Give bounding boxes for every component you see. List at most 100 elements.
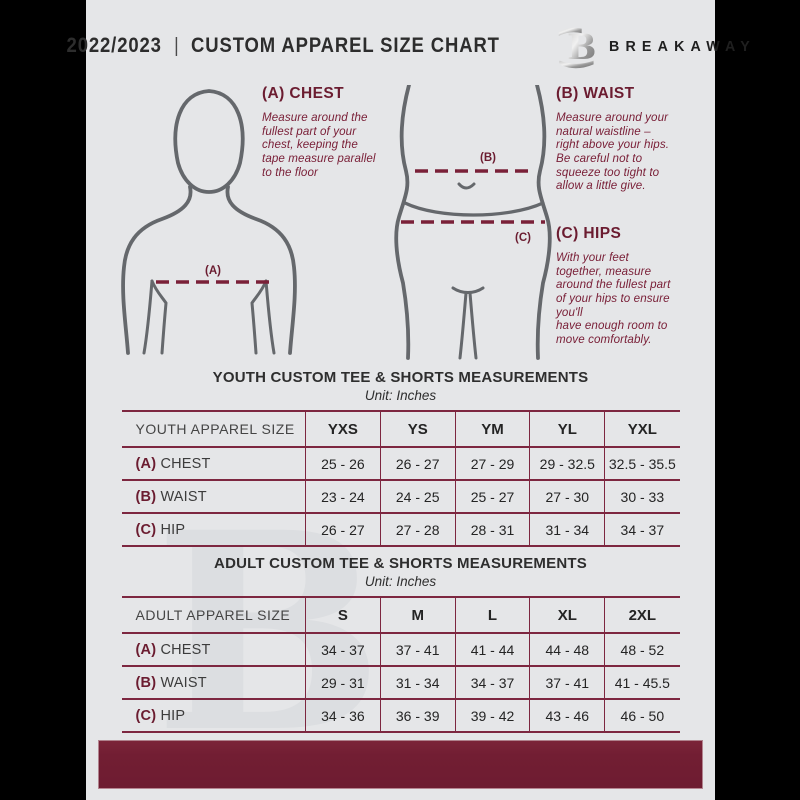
youth-table-unit: Unit: Inches xyxy=(364,388,437,403)
chest-guide-block: (A) CHEST Measure around the fullest par… xyxy=(262,85,412,179)
measurement-range-cell: 34 - 37 xyxy=(305,632,381,667)
pelvis-curve xyxy=(403,201,545,217)
table-row: (C) HIP 34 - 36 36 - 39 39 - 42 43 - 46 46 - … xyxy=(121,698,680,733)
upper-body-figure: (A) xyxy=(121,89,297,355)
size-column-header: YS xyxy=(379,410,456,448)
breakaway-logo-icon: B xyxy=(558,27,596,69)
row-marker: (C) xyxy=(135,707,157,724)
right-inner-leg xyxy=(468,291,478,360)
chest-marker: (A) xyxy=(205,265,221,277)
size-column-header: M xyxy=(379,596,456,634)
measurement-range-cell: 29 - 31 xyxy=(305,665,381,700)
right-hip-leg-outline xyxy=(535,85,552,360)
footer-bar xyxy=(98,740,703,789)
table-row: (A) CHEST 25 - 26 26 - 27 27 - 29 29 - 32.5 3… xyxy=(121,446,680,481)
size-label-column-header: YOUTH APPAREL SIZE xyxy=(121,410,306,448)
measurement-range-cell: 46 - 50 xyxy=(604,698,680,733)
page-header: 2022/2023 | CUSTOM APPAREL SIZE CHART xyxy=(67,22,750,70)
measurement-range-cell: 27 - 29 xyxy=(454,446,530,481)
right-armpit-curve xyxy=(250,279,268,355)
measurement-row-label: (A) CHEST xyxy=(121,446,306,481)
measurement-range-cell: 43 - 46 xyxy=(529,698,605,733)
measurement-range-cell: 44 - 48 xyxy=(529,632,605,667)
chest-instructions: Measure around the fullest part of your … xyxy=(262,111,376,179)
size-column-header: YM xyxy=(454,410,530,448)
adult-table-unit: Unit: Inches xyxy=(364,574,437,589)
size-tables: YOUTH CUSTOM TEE & SHORTS MEASUREMENTS U… xyxy=(86,369,715,733)
youth-table-block: YOUTH CUSTOM TEE & SHORTS MEASUREMENTS U… xyxy=(86,369,715,547)
measurement-range-cell: 25 - 27 xyxy=(454,479,530,514)
measurement-range-cell: 34 - 37 xyxy=(604,512,680,547)
left-inner-arm xyxy=(142,279,154,355)
hips-guide-block: (C) HIPS With your feet together, measur… xyxy=(556,225,708,347)
measurement-range-cell: 34 - 37 xyxy=(454,665,530,700)
hips-instructions: With your feet together, measure around … xyxy=(556,251,671,347)
measurement-range-cell: 31 - 34 xyxy=(379,665,456,700)
measurement-range-cell: 23 - 24 xyxy=(305,479,381,514)
measurement-range-cell: 25 - 26 xyxy=(305,446,381,481)
table-row: (B) WAIST 29 - 31 31 - 34 34 - 37 37 - 41 41 … xyxy=(121,665,680,700)
row-marker: (A) xyxy=(135,641,157,658)
measurement-range-cell: 39 - 42 xyxy=(454,698,530,733)
measurement-range-cell: 29 - 32.5 xyxy=(529,446,605,481)
youth-table-title: YOUTH CUSTOM TEE & SHORTS MEASUREMENTS xyxy=(212,369,589,386)
measurement-range-cell: 26 - 27 xyxy=(379,446,456,481)
measurement-range-cell: 26 - 27 xyxy=(305,512,381,547)
waist-instructions: Measure around your natural waistline – … xyxy=(556,111,670,193)
table-header-row: YOUTH APPAREL SIZE YXS YS YM YL YXL xyxy=(121,410,680,448)
row-marker: (B) xyxy=(135,674,157,691)
table-header-row: ADULT APPAREL SIZE S M L XL 2XL xyxy=(121,596,680,634)
measurement-guide: (A) (B) (C) (A) CHEST xyxy=(86,85,715,365)
size-column-header: S xyxy=(305,596,381,634)
measurement-range-cell: 27 - 30 xyxy=(529,479,605,514)
left-armpit-curve xyxy=(150,279,168,355)
measurement-range-cell: 37 - 41 xyxy=(529,665,605,700)
chest-heading: (A) CHEST xyxy=(262,85,344,102)
head-outline xyxy=(173,89,245,194)
page-title: CUSTOM APPAREL SIZE CHART xyxy=(191,34,501,57)
measurement-range-cell: 48 - 52 xyxy=(604,632,680,667)
right-shoulder-arm-outline xyxy=(225,185,297,355)
measurement-range-cell: 24 - 25 xyxy=(379,479,456,514)
table-row: (C) HIP 26 - 27 27 - 28 28 - 31 31 - 34 34 - … xyxy=(121,512,680,547)
size-column-header: YXS xyxy=(305,410,381,448)
size-column-header: YXL xyxy=(604,410,680,448)
crotch-curve xyxy=(451,286,485,294)
measurement-range-cell: 41 - 45.5 xyxy=(604,665,680,700)
row-marker: (A) xyxy=(135,455,157,472)
measurement-range-cell: 32.5 - 35.5 xyxy=(604,446,680,481)
brand-group: B BREAKAWAY xyxy=(556,22,764,70)
header-title-group: 2022/2023 | CUSTOM APPAREL SIZE CHART xyxy=(67,34,500,58)
logo-top-stroke xyxy=(558,27,582,36)
season-year: 2022/2023 xyxy=(67,34,163,57)
youth-size-table: YOUTH APPAREL SIZE YXS YS YM YL YXL (A) CHEST 2… xyxy=(121,410,680,547)
measurement-range-cell: 27 - 28 xyxy=(379,512,456,547)
adult-table-block: ADULT CUSTOM TEE & SHORTS MEASUREMENTS U… xyxy=(86,555,715,733)
measurement-range-cell: 34 - 36 xyxy=(305,698,381,733)
left-shoulder-arm-outline xyxy=(121,185,193,355)
size-column-header: L xyxy=(454,596,530,634)
adult-table-title: ADULT CUSTOM TEE & SHORTS MEASUREMENTS xyxy=(214,555,587,572)
hips-heading: (C) HIPS xyxy=(556,225,622,242)
waist-marker: (B) xyxy=(480,152,496,164)
waist-heading: (B) WAIST xyxy=(556,85,635,102)
right-inner-arm xyxy=(264,279,276,355)
measurement-range-cell: 36 - 39 xyxy=(379,698,456,733)
size-column-header: YL xyxy=(529,410,605,448)
measurement-row-label: (A) CHEST xyxy=(121,632,306,667)
measurement-range-cell: 28 - 31 xyxy=(454,512,530,547)
row-marker: (B) xyxy=(135,488,157,505)
measurement-range-cell: 31 - 34 xyxy=(529,512,605,547)
table-row: (A) CHEST 34 - 37 37 - 41 41 - 44 44 - 48 48 … xyxy=(121,632,680,667)
brand-name: BREAKAWAY xyxy=(608,37,756,55)
row-marker: (C) xyxy=(135,521,157,538)
left-hip-leg-outline xyxy=(394,85,411,360)
size-column-header: XL xyxy=(529,596,605,634)
header-divider: | xyxy=(174,34,180,57)
measurement-range-cell: 30 - 33 xyxy=(604,479,680,514)
lower-body-figure: (B) (C) xyxy=(394,85,552,360)
measurement-row-label: (C) HIP xyxy=(121,512,306,547)
hips-marker: (C) xyxy=(515,232,531,244)
measurement-range-cell: 37 - 41 xyxy=(379,632,456,667)
